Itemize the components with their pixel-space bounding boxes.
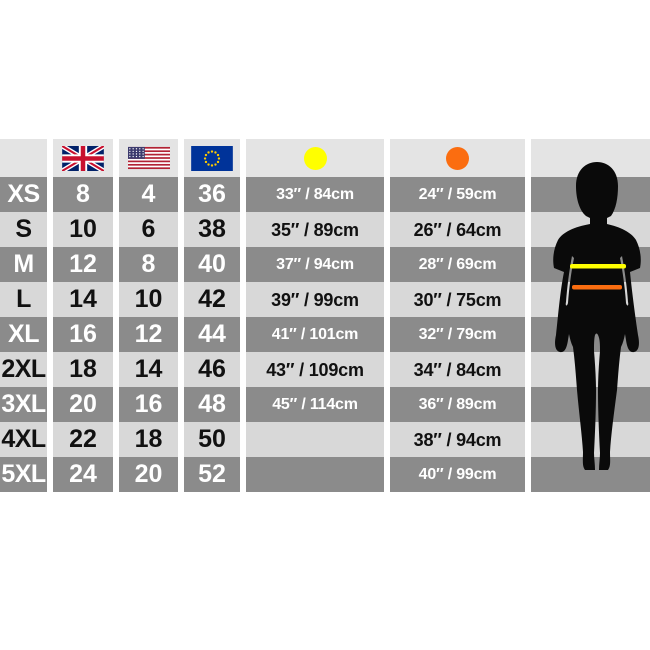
us-size: 20 [119,457,178,492]
waist-measurement: 34″ / 84cm [390,352,525,387]
figure-stripe [531,387,650,422]
figure-stripe [531,282,650,317]
eu-size: 52 [184,457,240,492]
size-label: 2XL [0,352,47,387]
waist-measurement: 40″ / 99cm [390,457,525,492]
chest-column-header [246,139,384,177]
header-size-cell [0,139,47,177]
uk-size: 18 [53,352,113,387]
size-label: S [0,212,47,247]
us-size: 4 [119,177,178,212]
waist-orange-dot-icon [446,146,469,170]
figure-header-cell [531,139,650,177]
waist-measurement: 38″ / 94cm [390,422,525,457]
chest-measurement: 33″ / 84cm [246,177,384,212]
size-label: XS [0,177,47,212]
uk-size: 8 [53,177,113,212]
size-label: 4XL [0,422,47,457]
waist-column-header [390,139,525,177]
chest-measurement: 43″ / 109cm [246,352,384,387]
us-size: 16 [119,387,178,422]
size-table: XS 8 4 36 33″ / 84cm 24″ / 59cm S 10 6 3… [0,139,650,492]
figure-stripe [531,422,650,457]
eu-size: 42 [184,282,240,317]
waist-measurement: 24″ / 59cm [390,177,525,212]
us-flag-icon [119,139,178,177]
us-size: 6 [119,212,178,247]
figure-stripe [531,457,650,492]
eu-size: 44 [184,317,240,352]
us-size: 18 [119,422,178,457]
uk-flag-icon [53,139,113,177]
chest-measurement: 45″ / 114cm [246,387,384,422]
eu-flag-svg [191,145,233,171]
chest-measurement [246,457,384,492]
us-size: 10 [119,282,178,317]
eu-size: 36 [184,177,240,212]
eu-flag-icon [184,139,240,177]
chest-measurement: 35″ / 89cm [246,212,384,247]
eu-size: 46 [184,352,240,387]
chest-measurement [246,422,384,457]
us-flag-svg [127,146,170,170]
waist-measurement: 28″ / 69cm [390,247,525,282]
uk-flag-svg [62,145,104,171]
eu-size: 48 [184,387,240,422]
figure-stripe [531,247,650,282]
size-label: M [0,247,47,282]
size-label: 5XL [0,457,47,492]
eu-size: 50 [184,422,240,457]
size-label: 3XL [0,387,47,422]
us-size: 8 [119,247,178,282]
waist-measurement: 30″ / 75cm [390,282,525,317]
uk-size: 24 [53,457,113,492]
uk-size: 12 [53,247,113,282]
uk-size: 16 [53,317,113,352]
figure-stripe [531,212,650,247]
eu-size: 38 [184,212,240,247]
chest-yellow-dot-icon [303,146,327,170]
figure-stripe [531,177,650,212]
chest-measurement: 41″ / 101cm [246,317,384,352]
us-size: 14 [119,352,178,387]
figure-stripe [531,352,650,387]
uk-size: 20 [53,387,113,422]
chest-measurement: 39″ / 99cm [246,282,384,317]
uk-size: 14 [53,282,113,317]
uk-size: 22 [53,422,113,457]
chest-measurement: 37″ / 94cm [246,247,384,282]
waist-measurement: 26″ / 64cm [390,212,525,247]
us-size: 12 [119,317,178,352]
size-label: XL [0,317,47,352]
waist-measurement: 36″ / 89cm [390,387,525,422]
uk-size: 10 [53,212,113,247]
eu-size: 40 [184,247,240,282]
figure-stripe [531,317,650,352]
size-label: L [0,282,47,317]
waist-measurement: 32″ / 79cm [390,317,525,352]
